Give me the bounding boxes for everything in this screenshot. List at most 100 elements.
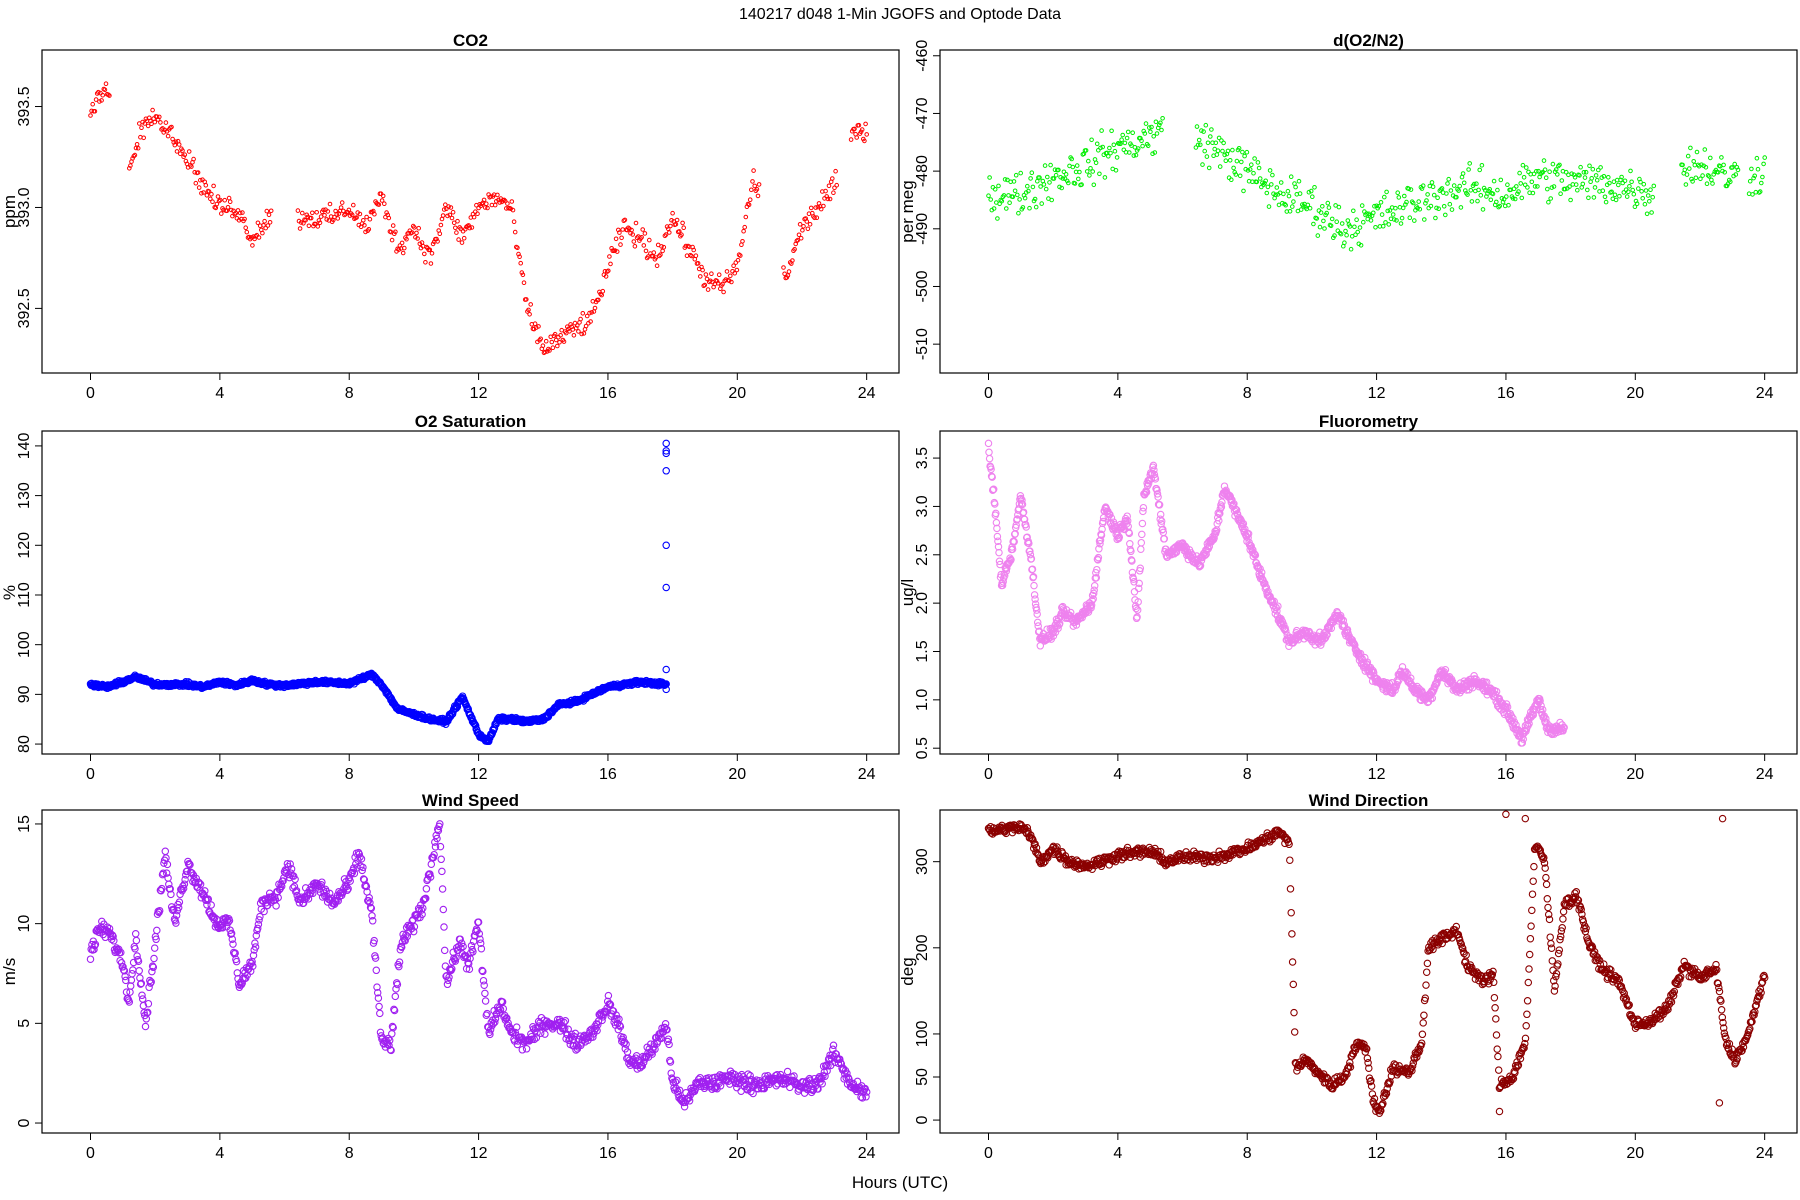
- fluor-y-tick-label: 2.0: [914, 592, 931, 614]
- o2n2-point: [1321, 218, 1326, 224]
- o2n2-point: [1556, 163, 1561, 169]
- wspd-point: [486, 1030, 494, 1039]
- wspd-point: [161, 847, 170, 856]
- co2-point: [612, 248, 618, 253]
- o2n2-point: [1520, 162, 1526, 168]
- co2-point: [823, 188, 828, 194]
- o2n2-point: [1711, 172, 1716, 177]
- o2n2-point: [1698, 176, 1703, 182]
- o2n2-point: [1352, 224, 1357, 230]
- o2n2-point: [1386, 222, 1392, 227]
- o2sat-outlier-point: [662, 685, 670, 694]
- co2-point: [698, 274, 703, 279]
- o2n2-point: [1521, 175, 1527, 180]
- co2-point: [632, 244, 638, 249]
- o2n2-point: [1643, 188, 1649, 193]
- co2-point: [738, 253, 743, 258]
- co2-point: [599, 292, 605, 298]
- o2n2-point: [1534, 169, 1539, 174]
- co2-point: [580, 311, 586, 316]
- o2n2-point: [1519, 195, 1525, 201]
- o2n2-point: [1281, 191, 1286, 197]
- o2n2-point: [1220, 148, 1225, 154]
- o2n2-point: [1112, 148, 1118, 154]
- o2n2-point: [1580, 181, 1586, 187]
- co2-point: [827, 196, 833, 202]
- fluor-point: [1025, 539, 1033, 548]
- wdir-y-tick-label: 300: [914, 848, 931, 875]
- co2-point: [858, 129, 864, 135]
- fluor-point: [987, 465, 995, 473]
- fluor-point: [998, 581, 1007, 590]
- co2-point: [832, 185, 837, 191]
- wspd-point: [685, 1097, 694, 1105]
- o2n2-point: [1351, 208, 1356, 214]
- co2-point: [608, 261, 613, 267]
- o2n2-point: [1198, 142, 1203, 148]
- o2n2-point: [1139, 138, 1144, 143]
- co2-point: [825, 196, 831, 202]
- co2-point: [693, 253, 699, 258]
- o2n2-point: [1042, 163, 1048, 168]
- o2n2-point: [1578, 164, 1583, 170]
- wdir-y-label: deg: [898, 957, 917, 985]
- co2-point: [647, 237, 652, 243]
- o2n2-point: [1090, 169, 1095, 174]
- co2-point: [589, 310, 595, 315]
- o2n2-point: [1086, 158, 1091, 164]
- o2n2-point: [1469, 199, 1475, 204]
- o2n2-point: [1704, 181, 1710, 186]
- o2n2-point: [1426, 205, 1431, 211]
- o2n2-point: [1322, 226, 1327, 231]
- wspd-point: [277, 882, 286, 891]
- wspd-point: [426, 873, 435, 881]
- o2n2-point: [1689, 176, 1694, 182]
- o2n2-point: [1542, 167, 1548, 172]
- o2n2-point: [1206, 165, 1212, 171]
- wspd-point: [162, 869, 171, 877]
- co2-point: [572, 320, 578, 326]
- o2n2-point: [996, 183, 1001, 189]
- o2n2-point: [1530, 190, 1536, 196]
- o2n2-point: [1339, 221, 1345, 226]
- o2n2-point: [1682, 167, 1688, 173]
- wspd-point: [829, 1041, 838, 1050]
- o2n2-point: [1479, 163, 1485, 168]
- wspd-point: [201, 887, 209, 895]
- wspd-point: [196, 880, 205, 889]
- wspd-x-tick-label: 20: [728, 1145, 746, 1162]
- co2-point: [834, 182, 840, 188]
- o2sat-x-tick-label: 8: [345, 766, 354, 783]
- o2n2-plot-frame: [939, 49, 1798, 374]
- o2n2-point: [1616, 182, 1621, 188]
- wspd-point: [371, 954, 380, 962]
- o2n2-point: [1477, 167, 1482, 173]
- wspd-point: [421, 894, 430, 903]
- o2n2-point: [1751, 175, 1756, 181]
- co2-point: [233, 210, 239, 216]
- o2n2-point: [1626, 189, 1631, 194]
- wspd-x-tick-label: 4: [215, 1145, 224, 1162]
- co2-point: [540, 343, 546, 349]
- wspd-point: [438, 867, 446, 876]
- co2-point: [651, 250, 657, 255]
- wspd-point: [103, 923, 112, 931]
- o2n2-point: [1099, 128, 1104, 133]
- co2-point: [481, 197, 487, 203]
- o2n2-point: [1478, 193, 1484, 198]
- wspd-point: [119, 963, 127, 971]
- wspd-point: [530, 1035, 539, 1044]
- o2n2-point: [1108, 150, 1113, 156]
- o2n2-point: [1124, 135, 1130, 141]
- o2n2-point: [1254, 179, 1260, 185]
- wdir-x-tick-label: 24: [1756, 1145, 1774, 1162]
- wspd-point: [346, 877, 354, 885]
- co2-point: [334, 211, 340, 217]
- wspd-point: [561, 1017, 570, 1025]
- o2n2-point: [1359, 203, 1365, 208]
- fluor-point: [1441, 666, 1450, 674]
- co2-point: [266, 212, 272, 218]
- wspd-point: [132, 936, 141, 945]
- o2n2-point: [1722, 170, 1727, 175]
- o2n2-point: [1278, 180, 1284, 185]
